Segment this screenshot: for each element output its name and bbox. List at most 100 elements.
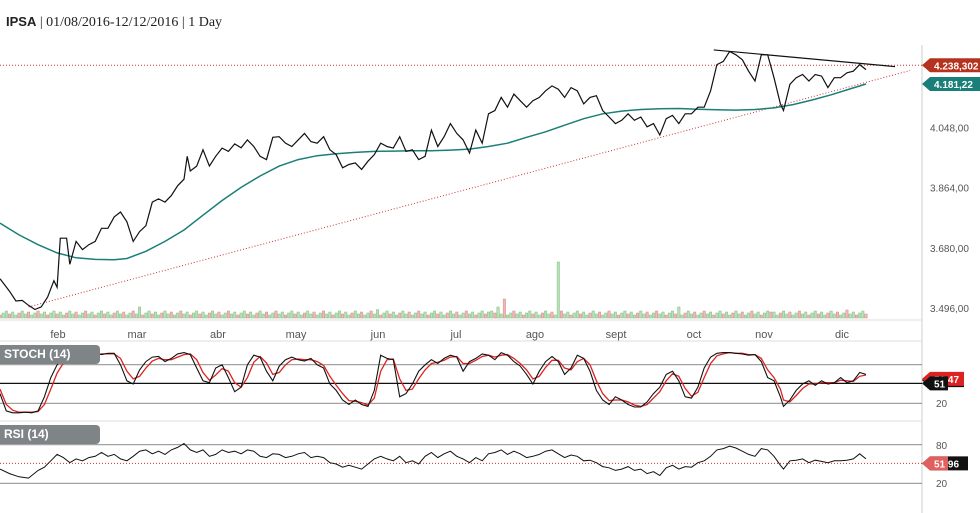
volume-bar: [709, 311, 713, 319]
volume-bar: [442, 314, 446, 319]
x-tick-label: may: [286, 329, 307, 341]
rsi-mid-tag-shape: [922, 456, 948, 471]
ma-value-tag-text: 4.181,22: [934, 80, 973, 91]
stoch-k-line: [0, 351, 867, 414]
volume-bar: [0, 314, 2, 319]
date-range-label: 01/08/2016-12/12/2016: [46, 15, 179, 30]
volume-bar: [521, 314, 525, 319]
volume-bar: [42, 311, 46, 319]
volume-bar: [759, 314, 763, 319]
volume-bar: [103, 313, 107, 319]
volume-bar: [512, 310, 516, 319]
volume-bar: [265, 311, 268, 319]
volume-bar: [350, 312, 354, 319]
volume-bar: [188, 314, 192, 319]
volume-bar: [52, 310, 56, 319]
volume-bar: [560, 310, 563, 319]
volume-bar: [820, 311, 824, 319]
volume-bar: [185, 311, 189, 319]
last-price-tag-text: 4.238,302: [934, 61, 979, 72]
volume-bar: [642, 313, 646, 319]
volume-bar: [109, 314, 113, 319]
volume-bar: [106, 311, 110, 319]
volume-bar: [96, 312, 100, 319]
volume-bar: [594, 313, 598, 319]
volume-bar: [179, 310, 183, 319]
stoch-panel-tab[interactable]: STOCH (14): [0, 345, 100, 364]
volume-bar: [372, 313, 376, 319]
x-tick-label: mar: [128, 329, 147, 341]
volume-bar: [369, 310, 373, 319]
volume-bar: [344, 311, 348, 319]
x-tick-label: jul: [449, 329, 461, 341]
volume-bar: [540, 312, 544, 319]
volume-bar: [315, 314, 319, 319]
volume-bar: [623, 310, 627, 319]
volume-bar: [607, 310, 611, 319]
volume-bar: [636, 312, 640, 319]
title-separator: |: [181, 15, 185, 30]
volume-bar: [566, 311, 570, 319]
volume-bar: [404, 313, 408, 319]
volume-bar: [855, 314, 858, 319]
volume-bar: [468, 313, 471, 319]
rsi-panel-tab[interactable]: RSI (14): [0, 425, 100, 444]
volume-bar: [223, 312, 227, 319]
volume-bar: [239, 312, 243, 319]
stoch-level-label: 20: [936, 399, 948, 410]
volume-bar: [1, 312, 5, 319]
interval-label: 1 Day: [188, 15, 223, 30]
volume-bar: [211, 310, 214, 319]
volume-bar: [376, 309, 379, 319]
volume-bar: [198, 313, 202, 319]
volume-bar: [493, 312, 497, 319]
volume-bar: [753, 313, 757, 319]
volume-bar: [166, 313, 170, 319]
volume-bar: [414, 312, 418, 319]
y-tick-label: 3.864,00: [930, 184, 969, 195]
volume-bar: [620, 312, 624, 319]
volume-bar: [318, 312, 322, 319]
volume-bar: [525, 312, 529, 319]
volume-bar: [379, 314, 383, 319]
volume-bar: [448, 310, 452, 319]
stoch-mid-tag-text: 51: [934, 379, 946, 390]
volume-bar: [347, 314, 351, 319]
volume-bar: [93, 314, 97, 319]
volume-bar: [293, 313, 297, 319]
volume-bar: [306, 310, 310, 319]
volume-bar: [737, 313, 741, 319]
volume-bar: [461, 312, 465, 319]
volume-bar: [718, 310, 722, 319]
volume-bar: [724, 311, 728, 319]
volume-bar: [4, 310, 8, 319]
volume-bar: [601, 314, 605, 319]
volume-bar: [836, 311, 839, 319]
volume-bar: [249, 311, 253, 319]
volume-bar: [712, 314, 716, 319]
title-separator: |: [39, 15, 43, 30]
symbol-label: IPSA: [6, 14, 37, 29]
volume-bar: [284, 314, 287, 319]
volume-bar: [160, 312, 164, 319]
volume-bar: [445, 312, 449, 319]
volume-bar: [610, 313, 614, 319]
volume-bar: [261, 313, 265, 319]
volume-bar: [36, 310, 40, 319]
volume-bar: [353, 310, 357, 319]
volume-bar: [785, 313, 789, 319]
volume-bar: [173, 314, 176, 319]
volume-bar: [490, 310, 494, 319]
volume-bar: [452, 313, 456, 319]
volume-bar: [807, 314, 811, 319]
x-tick-label: sept: [606, 329, 627, 341]
volume-bar: [230, 313, 234, 319]
volume-bar: [417, 310, 421, 319]
volume-bar: [436, 313, 440, 319]
volume-bar: [499, 313, 503, 319]
volume-bar: [832, 313, 836, 319]
volume-bar: [131, 310, 135, 319]
volume-bar: [705, 313, 709, 319]
volume-bar: [613, 311, 617, 319]
